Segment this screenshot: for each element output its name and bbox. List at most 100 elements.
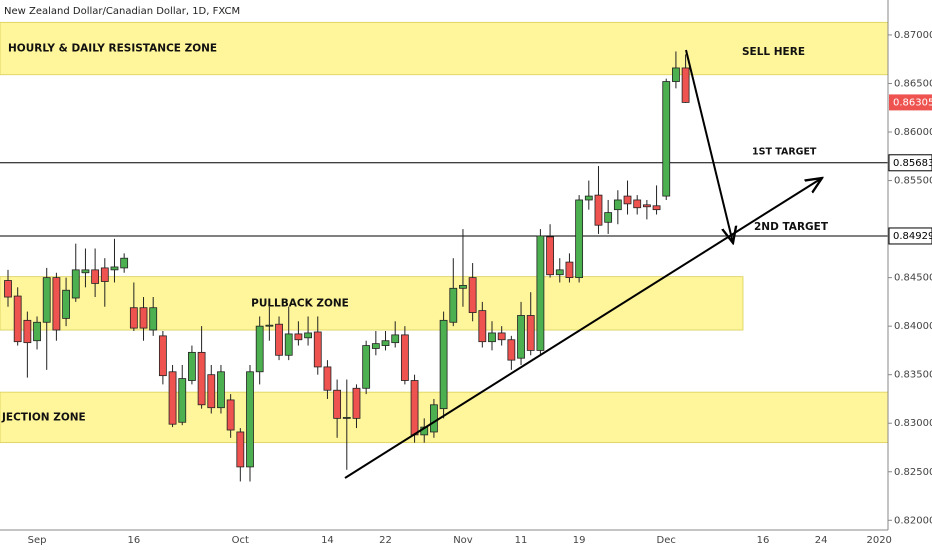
candle-body (497, 332, 506, 341)
x-tick-label: 16 (127, 535, 140, 546)
x-tick-label: 11 (515, 535, 528, 546)
candle-body (488, 332, 496, 343)
candle-body (362, 345, 371, 389)
y-tick-label: 0.85500 (894, 176, 932, 187)
candle-body (42, 277, 51, 323)
level-tag (888, 154, 932, 172)
candle-body (4, 280, 12, 298)
x-tick-label: 14 (321, 535, 334, 546)
y-tick-label: 0.86000 (894, 127, 932, 138)
y-tick-label: 0.84000 (894, 321, 932, 332)
candle-body (342, 416, 351, 419)
candle-body (129, 307, 138, 329)
candle-body (33, 321, 41, 342)
y-tick-label: 0.83500 (894, 370, 932, 381)
x-tick-label: 2020 (866, 535, 891, 546)
annotation: SELL HERE (742, 46, 805, 58)
y-tick-label: 0.87000 (894, 30, 932, 41)
candle-body (246, 371, 254, 468)
candle-body (430, 404, 438, 433)
y-tick-label: 0.86500 (894, 78, 932, 89)
candle-body (71, 269, 80, 299)
candle-body (352, 387, 361, 419)
candle-body (642, 204, 651, 208)
level-tag (888, 227, 932, 245)
zone-label: HOURLY & DAILY RESISTANCE ZONE (8, 43, 217, 55)
candle-body (478, 310, 487, 343)
trend-arrow (344, 178, 822, 479)
level-label: 0.84929 (893, 231, 932, 242)
candle-body (265, 324, 274, 327)
x-tick-label: 22 (379, 535, 392, 546)
annotation: 1ST TARGET (752, 147, 817, 158)
candle-body (23, 319, 32, 344)
candle-body (652, 205, 661, 211)
level-label: 0.85683 (893, 158, 932, 169)
zone-label: PULLBACK ZONE (251, 297, 349, 309)
y-tick-label: 0.82000 (894, 515, 932, 526)
x-tick-label: 16 (757, 535, 770, 546)
candle-body (410, 380, 419, 436)
candle-body (178, 378, 187, 423)
candle-body (449, 287, 458, 323)
candle-body (197, 351, 206, 406)
candle-body (507, 339, 516, 361)
candle-body (555, 269, 564, 276)
candle-body (158, 335, 167, 377)
candle-body (459, 284, 467, 289)
candle-body (294, 333, 303, 341)
candle-body (584, 195, 593, 201)
candle-body (439, 319, 448, 410)
candle-body (546, 236, 554, 276)
candle-body (255, 325, 264, 373)
x-tick-label: 19 (573, 535, 586, 546)
y-tick-label: 0.82500 (894, 467, 932, 478)
candle-body (517, 315, 525, 359)
candle-body (313, 331, 322, 368)
candle-body (565, 261, 574, 279)
time-axis (0, 530, 932, 550)
candle-body (207, 374, 216, 409)
candle-body (188, 351, 196, 381)
candle-body (91, 269, 100, 284)
candle-body (333, 389, 342, 419)
sell-arrow (685, 49, 733, 243)
candle-body (120, 257, 129, 269)
candle-body (275, 323, 283, 356)
candle-body (304, 332, 312, 339)
zone (0, 276, 744, 331)
x-tick-label: Dec (657, 535, 676, 546)
candle-body (168, 371, 177, 425)
candle-body (110, 266, 119, 271)
candle-body (139, 307, 148, 329)
zone-label: JECTION ZONE (1, 411, 86, 423)
candle-body (536, 235, 545, 351)
candle-body (62, 289, 70, 319)
x-tick-label: Nov (453, 535, 473, 546)
y-tick-label: 0.84500 (894, 273, 932, 284)
candle-body (381, 340, 390, 346)
candle-body (391, 334, 400, 344)
candle-body (226, 399, 235, 431)
candle-body (52, 277, 61, 331)
chart-title: New Zealand Dollar/Canadian Dollar, 1D, … (4, 6, 240, 17)
candle-body (604, 212, 613, 223)
candle-body (149, 307, 158, 331)
candle-body (633, 199, 642, 209)
candle-body (594, 194, 603, 226)
candle-body (100, 267, 109, 282)
candle-body (284, 333, 293, 356)
last-price-label: 0.86305 (893, 97, 932, 108)
candle-body (681, 67, 690, 103)
candle-body (672, 67, 680, 82)
last-price-tag (889, 94, 932, 111)
candle-body (575, 199, 584, 279)
candle-body (13, 295, 22, 343)
candle-body (236, 431, 245, 468)
x-tick-label: 24 (815, 535, 828, 546)
candle-body (323, 366, 332, 391)
candle-body (81, 269, 90, 274)
zone (0, 21, 889, 76)
candle-body (623, 195, 632, 205)
